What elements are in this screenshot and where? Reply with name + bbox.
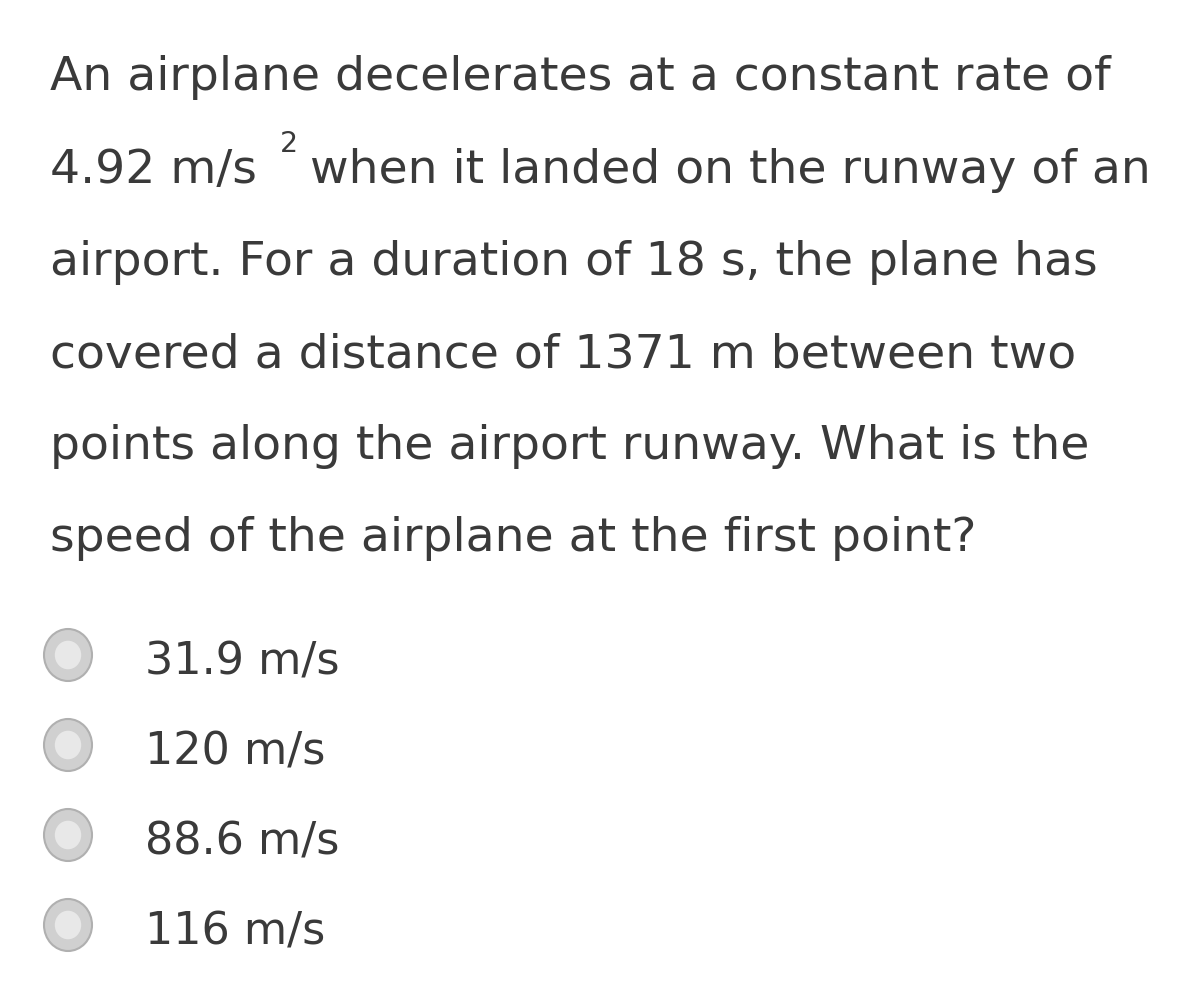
Text: An airplane decelerates at a constant rate of: An airplane decelerates at a constant ra…: [50, 55, 1111, 100]
Text: 88.6 m/s: 88.6 m/s: [145, 820, 340, 863]
Ellipse shape: [55, 820, 82, 849]
Ellipse shape: [55, 911, 82, 939]
Text: 120 m/s: 120 m/s: [145, 730, 325, 773]
Text: 4.92 m/s: 4.92 m/s: [50, 148, 257, 193]
Text: points along the airport runway. What is the: points along the airport runway. What is…: [50, 424, 1090, 469]
Ellipse shape: [44, 899, 92, 951]
Ellipse shape: [55, 641, 82, 670]
Text: when it landed on the runway of an: when it landed on the runway of an: [295, 148, 1151, 193]
Text: speed of the airplane at the first point?: speed of the airplane at the first point…: [50, 516, 977, 561]
Text: 2: 2: [280, 130, 298, 158]
Ellipse shape: [55, 731, 82, 759]
Ellipse shape: [44, 809, 92, 861]
Ellipse shape: [44, 719, 92, 771]
Text: 31.9 m/s: 31.9 m/s: [145, 640, 340, 683]
Text: 116 m/s: 116 m/s: [145, 910, 325, 953]
Ellipse shape: [44, 629, 92, 681]
Text: airport. For a duration of 18 s, the plane has: airport. For a duration of 18 s, the pla…: [50, 240, 1098, 285]
Text: covered a distance of 1371 m between two: covered a distance of 1371 m between two: [50, 332, 1076, 377]
